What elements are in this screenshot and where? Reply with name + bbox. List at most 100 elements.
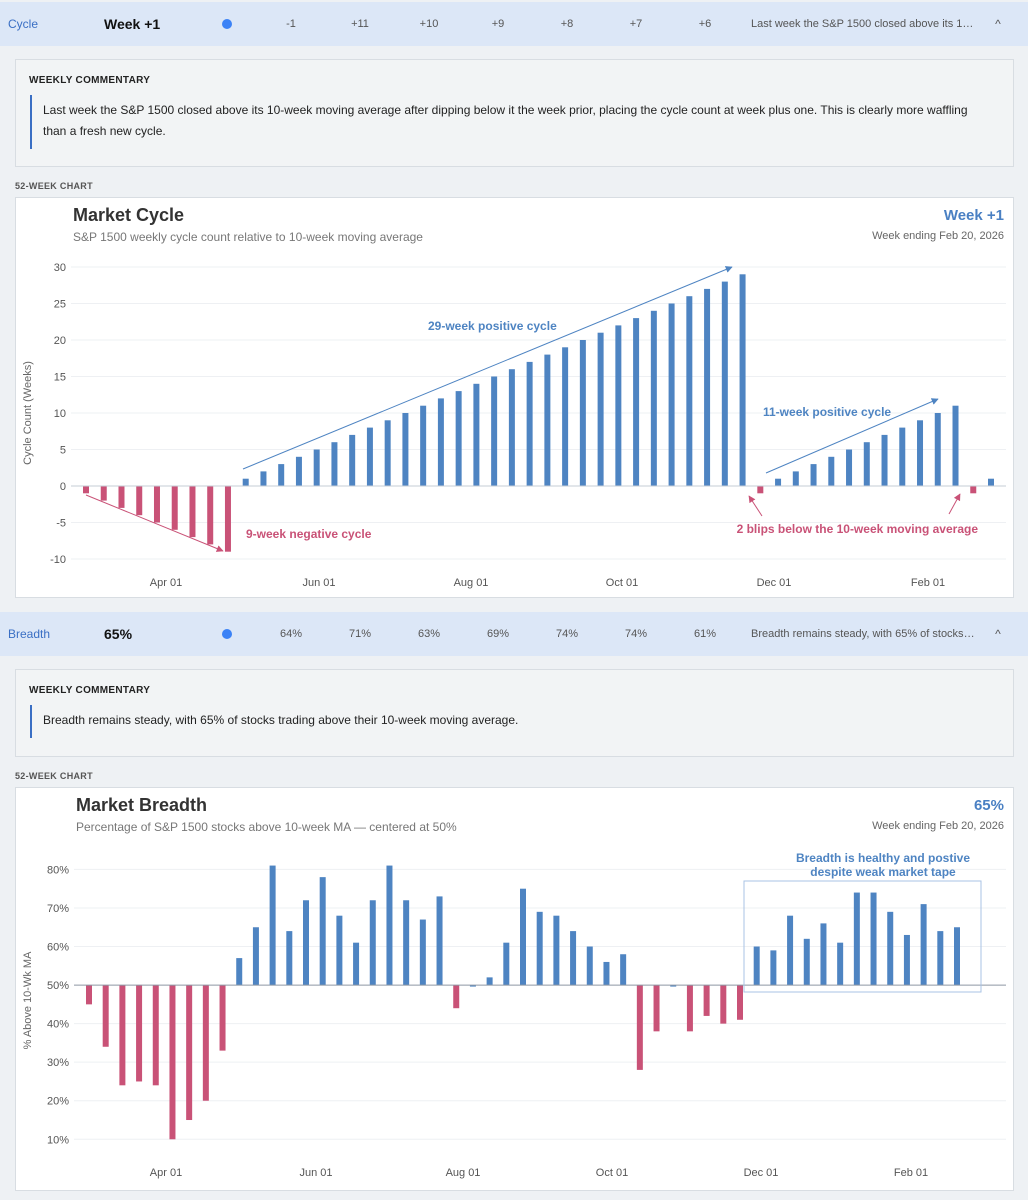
- breadth-week-value: 74%: [555, 628, 579, 640]
- positive-bar: [536, 911, 543, 986]
- positive-bar: [236, 958, 243, 986]
- positive-bar: [570, 931, 577, 986]
- x-tick-label: Aug 01: [446, 1167, 481, 1179]
- positive-bar: [903, 934, 910, 986]
- positive-bar: [286, 931, 293, 986]
- negative-bar: [152, 985, 159, 1086]
- positive-bar: [704, 288, 711, 486]
- positive-bar: [384, 420, 391, 486]
- positive-bar: [853, 892, 860, 986]
- negative-bar: [686, 985, 693, 1032]
- positive-bar: [420, 405, 427, 486]
- positive-bar: [386, 865, 393, 986]
- cycle-commentary-text: Last week the S&P 1500 closed above its …: [30, 95, 999, 149]
- positive-bar: [633, 318, 640, 486]
- positive-bar: [899, 427, 906, 486]
- annotation-arrow: [242, 266, 733, 470]
- x-tick-label: Jun 01: [299, 1167, 332, 1179]
- positive-bar: [650, 310, 657, 486]
- negative-bar: [703, 985, 710, 1016]
- positive-bar: [544, 354, 551, 486]
- positive-bar: [331, 442, 338, 486]
- positive-bar: [469, 985, 476, 987]
- y-tick-label: -10: [50, 554, 66, 566]
- positive-bar: [295, 456, 302, 486]
- negative-bar: [118, 486, 125, 508]
- positive-bar: [887, 911, 894, 986]
- status-dot-icon: [222, 19, 232, 29]
- positive-bar: [313, 449, 320, 486]
- market-cycle-plot: -10 -5 0 5 10 15 20 25 30 Apr 01 Jun 01 Aug 01 Oct 0…: [22, 262, 1006, 589]
- positive-bar: [553, 915, 560, 986]
- cycle-row-header[interactable]: Cycle Week +1 -1 +11 +10 +9 +8 +7 +6 Las…: [0, 2, 1028, 46]
- negative-bar: [757, 486, 764, 494]
- chevron-up-icon[interactable]: ^: [995, 627, 1001, 641]
- y-tick-label: 30: [54, 262, 66, 274]
- positive-bar: [820, 923, 827, 986]
- chart-week-ending: Week ending Feb 20, 2026: [872, 820, 1004, 832]
- positive-bar: [670, 985, 677, 987]
- annotation-label: 9-week negative cycle: [246, 527, 372, 541]
- x-tick-label: Feb 01: [911, 577, 945, 589]
- market-breadth-chart: 10% 20% 30% 40% 50% 60% 70% 80% Apr 01 Jun 01 Aug …: [15, 787, 1014, 1191]
- positive-bar: [668, 303, 675, 486]
- positive-bar: [319, 877, 326, 986]
- negative-bar: [653, 985, 660, 1032]
- negative-bar: [224, 486, 231, 552]
- y-tick-label: 50%: [47, 980, 69, 992]
- cycle-row-summary: Last week the S&P 1500 closed above its …: [751, 18, 977, 30]
- positive-bar: [863, 442, 870, 486]
- positive-bar: [260, 471, 267, 486]
- positive-bar: [615, 325, 622, 486]
- cycle-week-value: +9: [491, 18, 505, 30]
- breadth-week-value: 69%: [486, 628, 510, 640]
- y-tick-label: 80%: [47, 864, 69, 876]
- cycle-section-label: 52-WEEK CHART: [15, 181, 93, 191]
- negative-bar: [153, 486, 160, 523]
- positive-bar: [252, 927, 259, 986]
- annotation-arrow: [948, 493, 961, 515]
- breadth-week-value: 63%: [417, 628, 441, 640]
- annotation-arrow: [85, 494, 224, 552]
- cycle-row-value: Week +1: [104, 16, 161, 32]
- negative-bar: [636, 985, 643, 1070]
- cycle-row-name[interactable]: Cycle: [8, 17, 39, 31]
- y-tick-label: 25: [54, 299, 66, 311]
- positive-bar: [402, 413, 409, 486]
- x-tick-label: Oct 01: [596, 1167, 628, 1179]
- positive-bar: [369, 900, 376, 986]
- positive-bar: [846, 449, 853, 486]
- positive-bar: [603, 961, 610, 986]
- chart-subtitle: Percentage of S&P 1500 stocks above 10-w…: [76, 820, 457, 834]
- chart-title: Market Breadth: [76, 795, 208, 815]
- cycle-week-value: +11: [351, 18, 369, 30]
- negative-bar: [83, 486, 89, 494]
- cycle-week-value: +8: [560, 18, 574, 30]
- positive-bar: [353, 942, 360, 986]
- positive-bar: [437, 398, 444, 486]
- chevron-up-icon[interactable]: ^: [995, 17, 1001, 31]
- positive-bar: [620, 954, 627, 986]
- x-tick-label: Apr 01: [150, 1167, 182, 1179]
- y-tick-label: 20: [54, 335, 66, 347]
- chart-headline: 65%: [973, 797, 1004, 814]
- positive-bar: [336, 915, 343, 986]
- y-tick-label: 0: [60, 481, 66, 493]
- negative-bar: [207, 486, 214, 545]
- y-tick-label: 20%: [47, 1096, 69, 1108]
- negative-bar: [119, 985, 126, 1086]
- positive-bar: [753, 946, 760, 986]
- positive-bar: [792, 471, 799, 486]
- positive-bar: [775, 478, 782, 486]
- breadth-row-header[interactable]: Breadth 65% 64% 71% 63% 69% 74% 74% 61% …: [0, 612, 1028, 656]
- annotation-label: 29-week positive cycle: [428, 319, 557, 333]
- cycle-commentary-panel: WEEKLY COMMENTARY Last week the S&P 1500…: [15, 59, 1014, 167]
- x-tick-label: Dec 01: [744, 1167, 779, 1179]
- negative-bar: [100, 486, 107, 501]
- positive-bar: [828, 456, 835, 486]
- annotation-arrow: [765, 398, 939, 474]
- positive-bar: [686, 296, 693, 486]
- breadth-row-name[interactable]: Breadth: [8, 627, 51, 641]
- market-breadth-plot: 10% 20% 30% 40% 50% 60% 70% 80% Apr 01 Jun 01 Aug …: [22, 851, 1006, 1179]
- negative-bar: [720, 985, 727, 1024]
